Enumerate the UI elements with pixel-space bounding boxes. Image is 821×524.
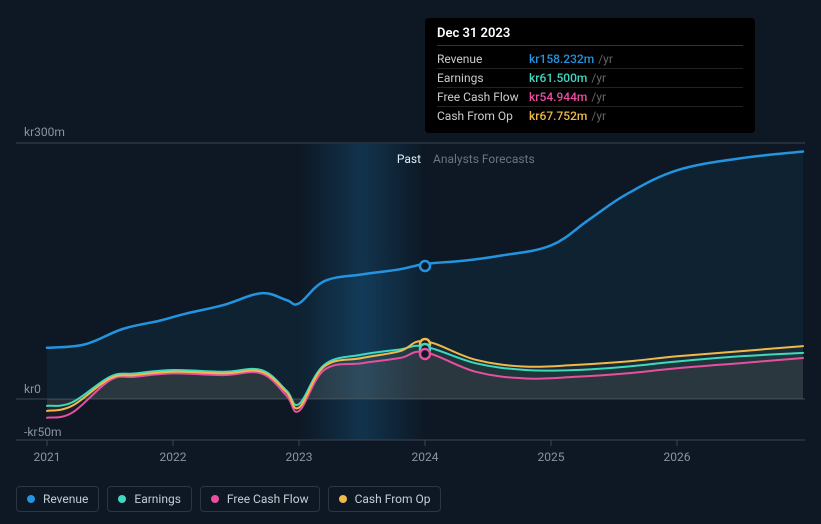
legend-dot-icon bbox=[118, 495, 126, 503]
tooltip-row-earnings: Earnings kr61.500m /yr bbox=[437, 69, 743, 88]
x-label-2025: 2025 bbox=[538, 450, 565, 464]
tooltip-value: kr158.232m bbox=[529, 52, 594, 66]
tooltip-row-cfo: Cash From Op kr67.752m /yr bbox=[437, 107, 743, 125]
x-label-2021: 2021 bbox=[34, 450, 61, 464]
x-label-2024: 2024 bbox=[412, 450, 439, 464]
x-label-2023: 2023 bbox=[286, 450, 313, 464]
legend-label: Free Cash Flow bbox=[227, 492, 309, 506]
tooltip-value: kr67.752m bbox=[529, 109, 587, 123]
tooltip-unit: /yr bbox=[598, 52, 613, 66]
y-label-neg50: -kr50m bbox=[24, 425, 61, 439]
highlight-marker-free_cash_flow bbox=[420, 349, 430, 359]
tooltip-label: Free Cash Flow bbox=[437, 90, 529, 104]
highlight-marker-revenue bbox=[420, 261, 430, 271]
financial-forecast-chart: kr300m kr0 -kr50m 2021 2022 2023 2024 20… bbox=[0, 0, 821, 524]
x-label-2022: 2022 bbox=[160, 450, 187, 464]
forecast-label: Analysts Forecasts bbox=[433, 152, 535, 166]
tooltip-value: kr61.500m bbox=[529, 71, 587, 85]
y-label-0: kr0 bbox=[24, 382, 41, 396]
tooltip-unit: /yr bbox=[591, 109, 606, 123]
tooltip-value: kr54.944m bbox=[529, 90, 587, 104]
legend-dot-icon bbox=[27, 495, 35, 503]
tooltip-label: Revenue bbox=[437, 52, 529, 66]
legend-dot-icon bbox=[211, 495, 219, 503]
tooltip-row-fcf: Free Cash Flow kr54.944m /yr bbox=[437, 88, 743, 107]
tooltip-date: Dec 31 2023 bbox=[437, 26, 743, 46]
legend-dot-icon bbox=[339, 495, 347, 503]
legend-earnings[interactable]: Earnings bbox=[107, 486, 192, 512]
chart-tooltip: Dec 31 2023 Revenue kr158.232m /yr Earni… bbox=[425, 18, 755, 133]
tooltip-unit: /yr bbox=[591, 71, 606, 85]
legend-label: Cash From Op bbox=[355, 492, 431, 506]
tooltip-label: Cash From Op bbox=[437, 109, 529, 123]
legend-free-cash-flow[interactable]: Free Cash Flow bbox=[200, 486, 320, 512]
tooltip-label: Earnings bbox=[437, 71, 529, 85]
legend-label: Revenue bbox=[43, 492, 88, 506]
tooltip-row-revenue: Revenue kr158.232m /yr bbox=[437, 50, 743, 69]
x-label-2026: 2026 bbox=[664, 450, 691, 464]
legend-cash-from-op[interactable]: Cash From Op bbox=[328, 486, 442, 512]
legend-revenue[interactable]: Revenue bbox=[16, 486, 99, 512]
y-label-300: kr300m bbox=[24, 125, 65, 139]
x-tick-marks bbox=[47, 440, 677, 446]
past-label: Past bbox=[397, 152, 421, 166]
tooltip-unit: /yr bbox=[591, 90, 606, 104]
legend-label: Earnings bbox=[134, 492, 181, 506]
chart-legend: Revenue Earnings Free Cash Flow Cash Fro… bbox=[16, 486, 441, 512]
